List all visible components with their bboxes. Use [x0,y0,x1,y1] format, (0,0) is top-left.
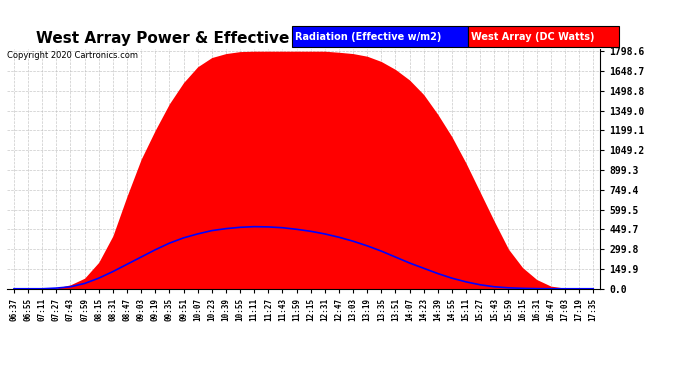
Text: Radiation (Effective w/m2): Radiation (Effective w/m2) [295,32,442,42]
Text: West Array (DC Watts): West Array (DC Watts) [471,32,595,42]
Title: West Array Power & Effective Solar Radiation Fri Feb 21 17:37: West Array Power & Effective Solar Radia… [37,31,571,46]
Text: Copyright 2020 Cartronics.com: Copyright 2020 Cartronics.com [7,51,138,60]
